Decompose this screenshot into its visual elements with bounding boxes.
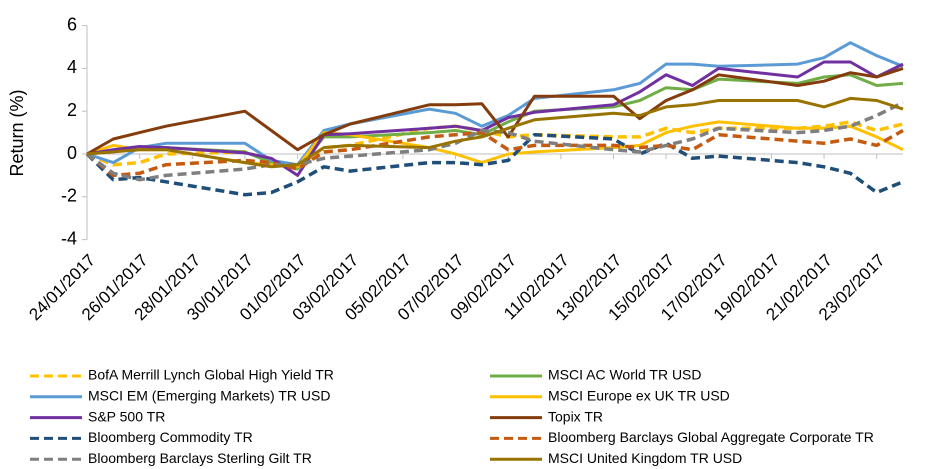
legend-label: Bloomberg Commodity TR (88, 429, 253, 445)
legend-label: Bloomberg Barclays Sterling Gilt TR (88, 450, 312, 466)
legend-label: MSCI Europe ex UK TR USD (548, 388, 730, 404)
series-line (85, 128, 904, 178)
legend-label: Topix TR (548, 408, 603, 424)
y-tick-label: 6 (67, 14, 77, 34)
legend-label: BofA Merrill Lynch Global High Yield TR (88, 367, 334, 383)
series-line (85, 132, 904, 197)
legend-label: Bloomberg Barclays Global Aggregate Corp… (548, 429, 874, 445)
y-axis-label: Return (%) (7, 89, 27, 176)
series-line (86, 41, 904, 167)
y-tick-label: 4 (67, 57, 77, 77)
legend-label: MSCI United Kingdom TR USD (548, 450, 742, 466)
y-tick-label: 0 (67, 143, 77, 163)
y-tick-label: -4 (61, 228, 77, 248)
y-tick-label: -2 (61, 186, 77, 206)
legend-label: S&P 500 TR (88, 408, 165, 424)
series-line (86, 96, 904, 169)
legend-label: MSCI AC World TR USD (548, 367, 702, 383)
series-line (86, 66, 904, 156)
y-tick-label: 2 (67, 100, 77, 120)
legend-label: MSCI EM (Emerging Markets) TR USD (88, 388, 330, 404)
series-line (86, 60, 904, 177)
